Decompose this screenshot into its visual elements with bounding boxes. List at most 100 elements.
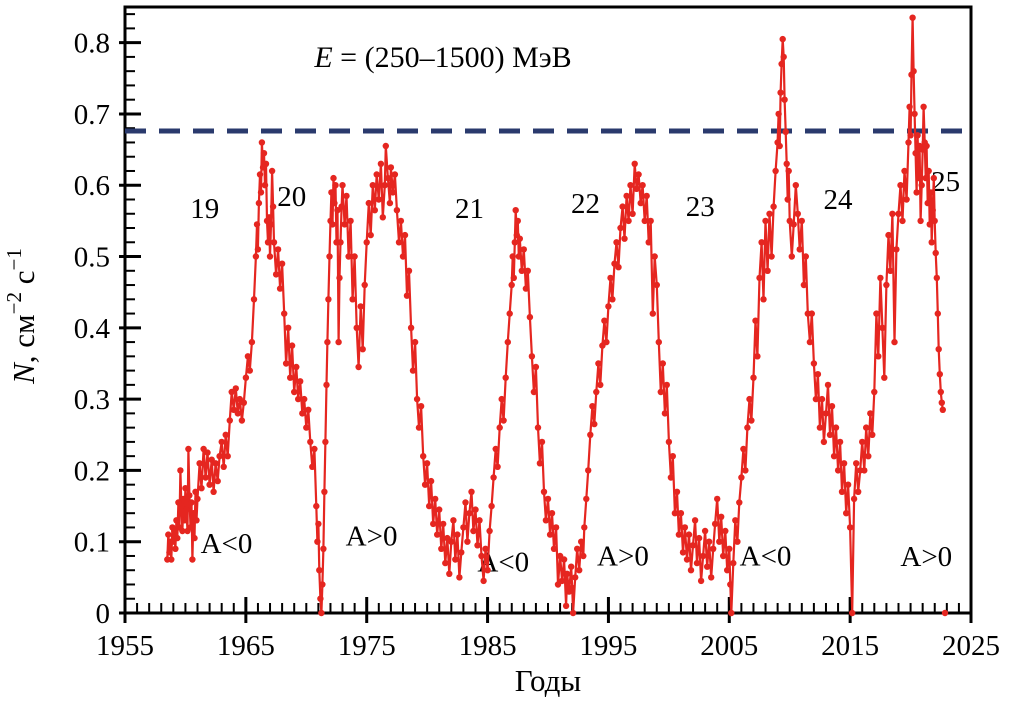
data-point <box>750 374 757 381</box>
data-point <box>411 338 419 346</box>
data-point <box>756 274 763 282</box>
y-tick-label: 0.7 <box>74 99 110 131</box>
data-point <box>855 488 862 495</box>
data-point <box>689 542 697 549</box>
data-point <box>518 267 525 274</box>
solar-cycle-label: 25 <box>931 166 960 198</box>
data-point <box>934 310 941 317</box>
data-point <box>267 221 275 228</box>
data-point <box>194 495 201 503</box>
data-point <box>166 549 173 556</box>
data-point <box>924 199 931 207</box>
data-point <box>736 499 743 506</box>
data-point <box>578 538 585 545</box>
y-axis-label: N, см−2 с−1 <box>2 248 41 385</box>
data-point <box>844 481 852 488</box>
data-point <box>389 189 397 196</box>
data-point <box>653 281 660 289</box>
data-point <box>879 324 886 331</box>
data-point <box>470 527 477 535</box>
data-point <box>625 217 632 225</box>
data-point <box>462 499 469 506</box>
data-point <box>317 595 324 602</box>
data-point <box>307 438 314 446</box>
data-point <box>554 581 562 588</box>
data-point <box>711 520 719 528</box>
data-point <box>673 488 681 495</box>
data-point <box>490 474 497 481</box>
data-point <box>768 253 775 260</box>
data-point <box>816 424 824 431</box>
data-point <box>187 524 194 531</box>
data-point <box>649 310 656 317</box>
data-point <box>474 542 481 549</box>
data-point <box>314 538 321 545</box>
data-point <box>248 338 256 346</box>
data-point <box>297 378 304 385</box>
data-point <box>889 210 896 217</box>
data-point <box>933 274 940 282</box>
data-point <box>450 517 457 524</box>
data-point <box>643 192 650 200</box>
solar-cycle-label: 20 <box>277 181 306 213</box>
data-point <box>198 485 205 492</box>
data-point <box>413 395 421 403</box>
data-point <box>629 210 636 217</box>
data-point <box>478 552 485 560</box>
data-point <box>595 360 602 367</box>
data-point <box>661 410 669 417</box>
data-point <box>822 410 830 417</box>
data-point <box>326 253 333 260</box>
data-point <box>391 171 399 178</box>
data-point <box>824 381 832 389</box>
data-point <box>832 424 840 431</box>
data-point <box>189 556 196 563</box>
data-point <box>526 313 534 321</box>
data-point <box>802 253 809 260</box>
data-point <box>601 317 608 324</box>
data-point <box>861 467 868 474</box>
data-point <box>836 438 844 446</box>
data-point <box>191 534 198 542</box>
data-point <box>869 431 876 438</box>
data-point <box>403 292 411 299</box>
data-point <box>426 502 433 510</box>
data-point <box>704 563 711 570</box>
data-point <box>657 388 664 396</box>
data-point <box>266 253 274 260</box>
data-point <box>932 249 939 257</box>
data-point <box>740 445 747 453</box>
data-point <box>182 485 189 492</box>
data-point <box>222 431 229 438</box>
data-point <box>777 89 784 96</box>
data-point <box>569 584 576 592</box>
solar-cycle-label: 19 <box>190 193 219 225</box>
data-point <box>782 128 789 135</box>
data-point <box>365 199 372 207</box>
y-tick-label: 0.2 <box>74 455 110 487</box>
data-point <box>937 388 944 396</box>
data-point <box>281 310 288 317</box>
data-point <box>520 246 527 253</box>
data-point <box>204 449 211 456</box>
data-point <box>687 567 695 574</box>
data-point <box>926 221 933 228</box>
data-point <box>818 395 826 403</box>
data-point <box>913 189 920 196</box>
data-point <box>386 199 394 207</box>
data-point <box>339 182 346 189</box>
data-point <box>939 406 946 413</box>
data-point <box>754 353 761 360</box>
data-point <box>228 388 235 396</box>
data-point <box>440 520 447 528</box>
data-point <box>427 477 435 485</box>
data-point <box>826 431 834 438</box>
data-point <box>609 296 616 303</box>
y-tick-label: 0.6 <box>74 170 110 202</box>
data-point <box>192 488 199 495</box>
data-point <box>262 160 270 167</box>
data-point <box>846 524 854 531</box>
data-point <box>794 210 801 217</box>
data-point <box>853 460 860 467</box>
data-point <box>918 182 925 189</box>
